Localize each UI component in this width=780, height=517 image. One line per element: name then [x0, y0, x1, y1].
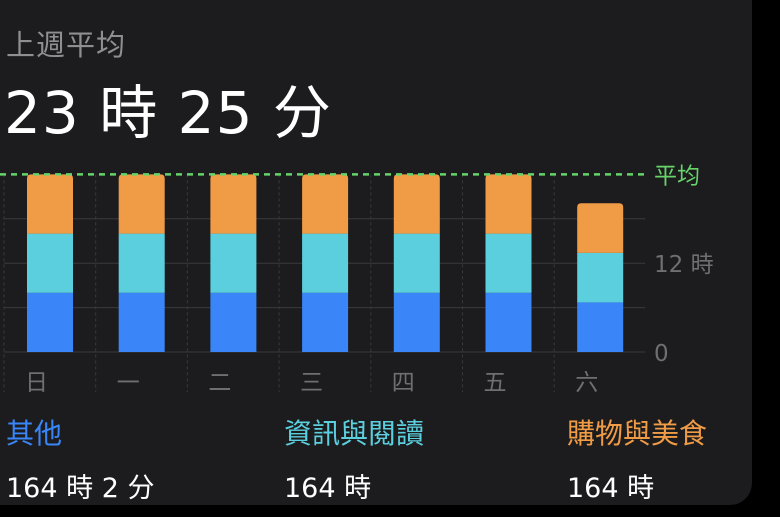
bar-segment-1: [485, 233, 532, 293]
legend-item-info-reading: 資訊與閱讀 164 時: [284, 412, 424, 505]
legend-name-other: 其他: [6, 417, 63, 450]
x-tick-label: 一: [117, 370, 140, 396]
y-tick-label: 12 時: [654, 252, 714, 278]
legend-value-shopping-food: 164 時: [567, 473, 655, 504]
bar-segment-0: [210, 292, 257, 352]
x-tick-label: 五: [484, 370, 507, 396]
legend-item-shopping-food: 購物與美食 164 時: [567, 412, 707, 505]
bar-segment-1: [577, 252, 624, 303]
bar-segment-0: [27, 292, 73, 352]
bar-segment-0: [485, 292, 532, 352]
bar-segment-0: [393, 292, 440, 352]
legend-name-shopping-food: 購物與美食: [567, 417, 708, 450]
average-label: 平均: [654, 163, 700, 189]
legend-name-info-reading: 資訊與閱讀: [284, 417, 425, 450]
x-tick-label: 六: [575, 370, 598, 396]
x-tick-label: 四: [392, 370, 415, 396]
bar-segment-1: [210, 233, 257, 293]
bar-segment-1: [118, 233, 165, 293]
legend-value-info-reading: 164 時: [284, 473, 372, 504]
legend-item-other: 其他 164 時 2 分: [6, 412, 154, 505]
screen-time-card: 上週平均 23 時 25 分 日 一 二 三 四 五 六 平均 0 12 時 其他 164 時 2…: [0, 0, 752, 505]
bar-segment-0: [118, 292, 165, 352]
bar-segment-0: [302, 292, 349, 352]
bar-segment-2: [302, 174, 349, 234]
bar-segment-2: [393, 174, 440, 234]
bar-segment-2: [27, 174, 73, 234]
legend-value-other: 164 時 2 分: [6, 473, 155, 504]
average-total: 23 時 25 分: [4, 79, 332, 147]
x-tick-label: 日: [25, 370, 48, 396]
bar-segment-2: [485, 174, 532, 234]
x-tick-label: 三: [300, 370, 323, 396]
bar-segment-2: [210, 174, 257, 234]
bar-segment-1: [27, 233, 73, 293]
bar-segment-1: [393, 233, 440, 293]
bar-segment-2: [118, 174, 165, 234]
bar-segment-0: [577, 302, 624, 352]
period-subtitle: 上週平均: [6, 28, 127, 62]
usage-bar-chart: 日 一 二 三 四 五 六 平均 0 12 時: [0, 163, 714, 396]
y-tick-label: 0: [654, 341, 669, 367]
x-tick-label: 二: [208, 370, 231, 396]
bar-segment-2: [577, 203, 624, 253]
bar-segment-1: [302, 233, 349, 293]
